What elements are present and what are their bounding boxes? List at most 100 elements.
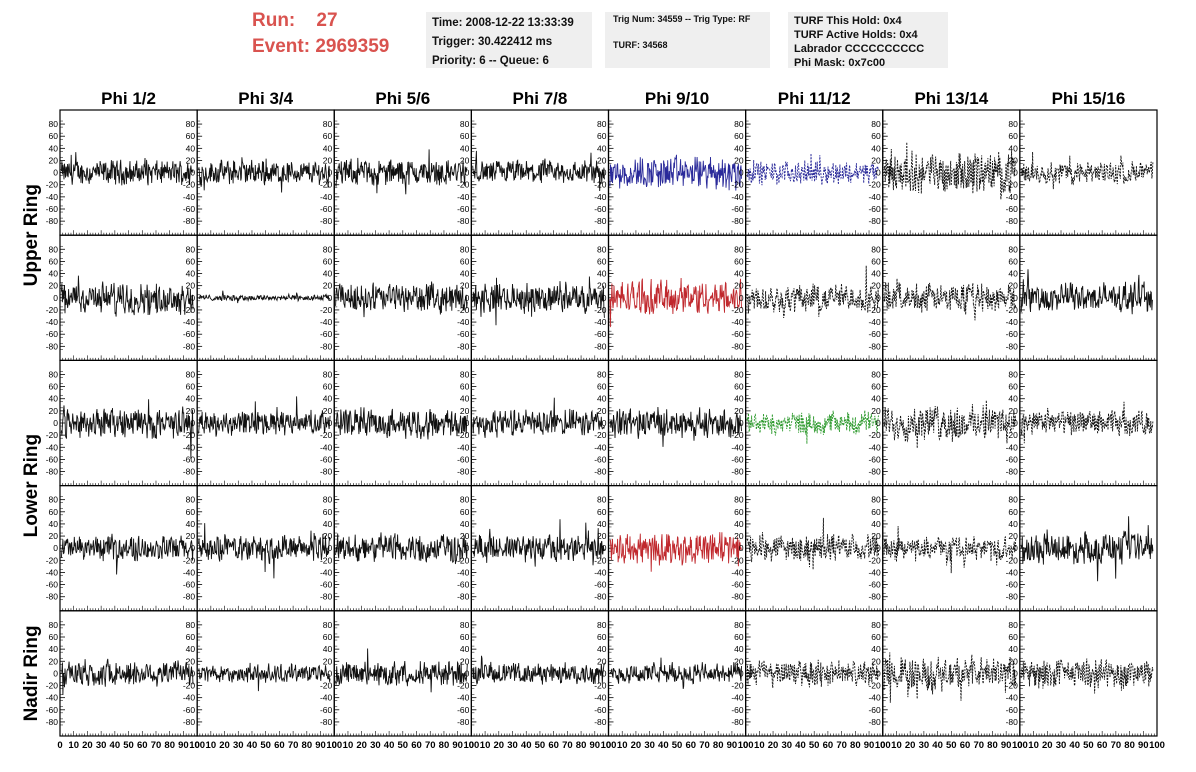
waveform-trace-r0-c0 (60, 152, 194, 186)
waveform-trace-r1-c4 (609, 277, 742, 328)
ytick-label: 60 (460, 632, 470, 642)
ytick-label: 80 (871, 495, 881, 505)
ytick-label: -80 (731, 467, 744, 477)
waveform-trace-r2-c7 (1020, 401, 1154, 444)
ytick-label: 0 (602, 418, 607, 428)
ytick-label: 0 (328, 168, 333, 178)
ytick-label: 20 (323, 656, 333, 666)
ytick-label: 80 (460, 244, 470, 254)
ytick-label: 80 (1008, 119, 1018, 129)
ytick-label: 0 (1013, 543, 1018, 553)
xtick-label: 10 (891, 740, 902, 751)
ytick-label: -80 (594, 717, 607, 727)
ytick-label: -60 (183, 580, 196, 590)
waveform-trace-r4-c4 (609, 657, 742, 689)
ytick-label: 80 (460, 495, 470, 505)
ytick-label: -60 (594, 705, 607, 715)
xtick-label: 0 (743, 740, 748, 751)
ytick-label: -60 (868, 705, 881, 715)
ytick-label: -20 (320, 180, 333, 190)
ytick-label: -60 (1006, 705, 1019, 715)
ytick-label: -60 (320, 580, 333, 590)
ytick-label: -40 (457, 693, 470, 703)
waveform-trace-r2-c3 (472, 397, 605, 438)
panel-frame-r2-c7 (1019, 359, 1158, 487)
ytick-label: 20 (186, 406, 196, 416)
ytick-label: 20 (1008, 406, 1018, 416)
ytick-label: 60 (597, 632, 607, 642)
xtick-label: 10 (480, 740, 491, 751)
ytick-label: -20 (46, 555, 59, 565)
ytick-label: -20 (183, 555, 196, 565)
ytick-label: -20 (868, 555, 881, 565)
ytick-label: 60 (186, 131, 196, 141)
ytick-label: -60 (183, 204, 196, 214)
ytick-label: 0 (328, 543, 333, 553)
ytick-label: 40 (597, 269, 607, 279)
xtick-label: 10 (343, 740, 354, 751)
ytick-label: -80 (183, 592, 196, 602)
xtick-label: 0 (194, 740, 199, 751)
xtick-label: 10 (1028, 740, 1039, 751)
ytick-label: 20 (871, 656, 881, 666)
xtick-label: 80 (164, 740, 175, 751)
xtick-label: 40 (384, 740, 395, 751)
ytick-label: -40 (1006, 317, 1019, 327)
ytick-label: -40 (868, 317, 881, 327)
ytick-label: 20 (1008, 656, 1018, 666)
ytick-label: -60 (457, 454, 470, 464)
waveform-trace-r3-c0 (60, 533, 194, 575)
ytick-label: 60 (871, 382, 881, 392)
ytick-label: -20 (457, 180, 470, 190)
ytick-label: -60 (1006, 329, 1019, 339)
xtick-label: 50 (535, 740, 546, 751)
ytick-label: 0 (53, 293, 58, 303)
ytick-label: 20 (734, 531, 744, 541)
event-label: Event: (252, 36, 311, 57)
column-title-phi-6: Phi 11/12 (778, 89, 851, 108)
ytick-label: 20 (323, 531, 333, 541)
ytick-label: -80 (457, 467, 470, 477)
xtick-label: 20 (768, 740, 779, 751)
ytick-label: -80 (594, 467, 607, 477)
waveform-trace-r3-c6 (883, 526, 1017, 574)
ytick-label: 80 (323, 620, 333, 630)
ytick-label: -80 (1006, 341, 1019, 351)
ytick-label: -20 (868, 305, 881, 315)
waveform-trace-r4-c6 (883, 652, 1017, 703)
ytick-label: -60 (457, 580, 470, 590)
ytick-label: 20 (49, 281, 59, 291)
ytick-label: 80 (1008, 495, 1018, 505)
ytick-label: -60 (457, 204, 470, 214)
ytick-label: 80 (323, 495, 333, 505)
ytick-label: 80 (186, 119, 196, 129)
ytick-label: 0 (328, 668, 333, 678)
xtick-label: 0 (57, 740, 62, 751)
xtick-label: 90 (452, 740, 463, 751)
ytick-label: 0 (328, 293, 333, 303)
ytick-label: -20 (1006, 681, 1019, 691)
ytick-label: 20 (186, 155, 196, 165)
ytick-label: 60 (734, 507, 744, 517)
ytick-label: -40 (868, 693, 881, 703)
ytick-label: -20 (46, 681, 59, 691)
ytick-label: 60 (734, 632, 744, 642)
ytick-label: -20 (457, 305, 470, 315)
ytick-label: 40 (734, 269, 744, 279)
ytick-label: 80 (597, 119, 607, 129)
ytick-label: 0 (876, 418, 881, 428)
xtick-label: 80 (850, 740, 861, 751)
ytick-label: 20 (460, 281, 470, 291)
ytick-label: 60 (186, 507, 196, 517)
ytick-label: -80 (731, 341, 744, 351)
ytick-label: -40 (320, 693, 333, 703)
ytick-label: -80 (594, 341, 607, 351)
ytick-label: 0 (190, 168, 195, 178)
ytick-label: 40 (460, 644, 470, 654)
ytick-label: 40 (186, 269, 196, 279)
ytick-label: 20 (186, 281, 196, 291)
waveform-trace-r4-c3 (472, 655, 605, 686)
ytick-label: -20 (320, 681, 333, 691)
waveform-trace-r3-c4 (609, 532, 742, 572)
ytick-label: 60 (49, 382, 59, 392)
